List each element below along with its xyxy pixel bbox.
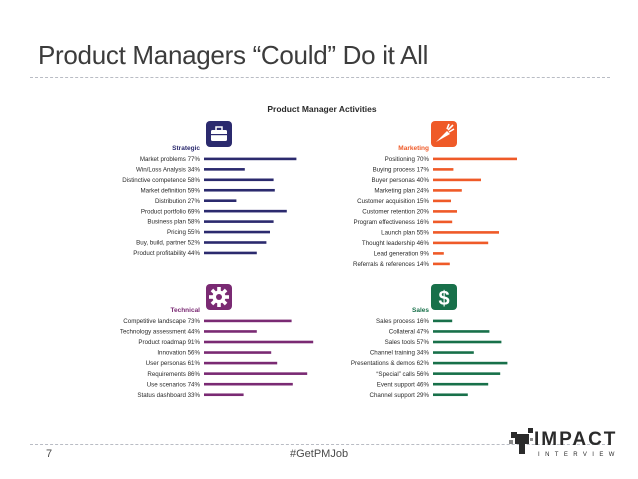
bar-label-marketing-9: Lead generation 9% bbox=[374, 251, 430, 258]
bar-sales-6 bbox=[433, 382, 489, 386]
bar-label-marketing-1: Buying process 17% bbox=[373, 167, 430, 174]
bar-marketing-4 bbox=[433, 199, 451, 203]
category-label-marketing: Marketing bbox=[398, 145, 429, 152]
bar-technical-0 bbox=[204, 319, 292, 323]
bar-strategic-5 bbox=[204, 209, 287, 213]
bar-strategic-1 bbox=[204, 168, 245, 171]
bar-marketing-8 bbox=[433, 241, 489, 245]
bar-label-sales-3: Channel training 34% bbox=[370, 350, 430, 357]
bar-sales-3 bbox=[433, 351, 474, 354]
bar-technical-6 bbox=[204, 382, 293, 386]
bar-strategic-6 bbox=[204, 220, 274, 223]
bar-marketing-5 bbox=[433, 210, 457, 213]
carrot-icon bbox=[431, 121, 457, 147]
bar-marketing-10 bbox=[433, 262, 450, 266]
briefcase-icon bbox=[206, 121, 232, 147]
page-number: 7 bbox=[46, 448, 53, 460]
bar-label-strategic-7: Pricing 55% bbox=[167, 229, 201, 236]
bar-label-sales-7: Channel support 29% bbox=[369, 392, 429, 399]
bar-technical-5 bbox=[204, 372, 308, 375]
logo-word: IMPACT bbox=[534, 429, 618, 450]
title-divider bbox=[30, 77, 610, 78]
bar-marketing-2 bbox=[433, 178, 481, 182]
bar-marketing-9 bbox=[433, 252, 444, 255]
footer-hashtag: #GetPMJob bbox=[290, 448, 349, 460]
impact-interview-logo: IMPACT INTERVIEW bbox=[508, 426, 618, 466]
bar-label-technical-7: Status dashboard 33% bbox=[137, 392, 200, 399]
bar-strategic-4 bbox=[204, 199, 237, 202]
bar-marketing-0 bbox=[433, 157, 517, 161]
bar-sales-0 bbox=[433, 319, 453, 323]
slide-title: Product Managers “Could” Do it All bbox=[38, 40, 429, 70]
bar-label-strategic-2: Distinctive competence 58% bbox=[122, 177, 200, 184]
bar-technical-2 bbox=[204, 340, 314, 344]
bar-label-strategic-6: Business plan 58% bbox=[147, 219, 200, 226]
bar-label-marketing-6: Program effectiveness 16% bbox=[353, 219, 429, 226]
category-label-sales: Sales bbox=[412, 307, 429, 314]
bar-label-technical-5: Requirements 86% bbox=[147, 371, 200, 378]
bar-label-marketing-4: Customer acquisition 15% bbox=[357, 198, 429, 205]
bar-sales-2 bbox=[433, 340, 502, 344]
bar-marketing-3 bbox=[433, 189, 462, 192]
bar-sales-4 bbox=[433, 361, 508, 365]
bar-label-technical-3: Innovation 56% bbox=[157, 350, 200, 357]
logo-mark-icon bbox=[509, 428, 533, 454]
bar-label-strategic-1: Win/Loss Analysis 34% bbox=[136, 166, 200, 173]
bar-technical-1 bbox=[204, 330, 257, 333]
logo-subtitle: INTERVIEW bbox=[538, 452, 620, 458]
bar-technical-4 bbox=[204, 361, 278, 365]
bar-strategic-7 bbox=[204, 230, 270, 234]
bar-label-technical-2: Product roadmap 91% bbox=[138, 339, 200, 346]
category-label-technical: Technical bbox=[170, 307, 200, 314]
bar-label-technical-4: User personas 61% bbox=[146, 360, 201, 367]
bar-label-strategic-3: Market definition 59% bbox=[140, 187, 200, 194]
bar-label-technical-0: Competitive landscape 73% bbox=[123, 318, 200, 325]
bar-sales-7 bbox=[433, 393, 468, 397]
bar-label-marketing-0: Positioning 70% bbox=[385, 156, 430, 163]
bar-label-strategic-4: Distribution 27% bbox=[155, 198, 201, 205]
bar-label-sales-0: Sales process 16% bbox=[376, 318, 429, 325]
bar-marketing-7 bbox=[433, 231, 499, 234]
dollar-icon: $ bbox=[431, 284, 457, 310]
gear-icon bbox=[206, 284, 232, 310]
bar-label-marketing-8: Thought leadership 46% bbox=[362, 240, 430, 247]
bar-marketing-1 bbox=[433, 168, 454, 171]
bar-strategic-8 bbox=[204, 241, 267, 244]
bar-marketing-6 bbox=[433, 220, 453, 224]
bar-label-sales-6: Event support 46% bbox=[377, 381, 430, 388]
bar-strategic-2 bbox=[204, 178, 274, 182]
bar-label-marketing-2: Buyer personas 40% bbox=[372, 177, 430, 184]
category-label-strategic: Strategic bbox=[172, 145, 200, 152]
bar-label-technical-1: Technology assessment 44% bbox=[120, 329, 201, 336]
bar-label-sales-2: Sales tools 57% bbox=[385, 339, 430, 346]
bar-label-strategic-9: Product profitability 44% bbox=[133, 250, 200, 257]
bar-label-sales-5: “Special” calls 56% bbox=[376, 371, 429, 378]
bar-technical-7 bbox=[204, 393, 244, 397]
bar-label-marketing-3: Marketing plan 24% bbox=[374, 188, 429, 195]
bar-sales-5 bbox=[433, 372, 501, 375]
bar-label-marketing-10: Referrals & references 14% bbox=[353, 261, 430, 268]
bar-sales-1 bbox=[433, 330, 490, 333]
bar-strategic-0 bbox=[204, 157, 297, 161]
bar-label-strategic-8: Buy, build, partner 52% bbox=[136, 240, 200, 247]
bar-label-technical-6: Use scenarios 74% bbox=[147, 381, 201, 388]
svg-text:$: $ bbox=[438, 288, 449, 310]
bar-technical-3 bbox=[204, 351, 272, 354]
bar-label-strategic-5: Product portfolio 69% bbox=[141, 208, 201, 215]
footer-divider bbox=[30, 444, 610, 445]
bar-label-strategic-0: Market problems 77% bbox=[140, 156, 201, 163]
bar-strategic-9 bbox=[204, 251, 257, 255]
bar-label-marketing-7: Launch plan 55% bbox=[381, 230, 429, 237]
bar-label-sales-1: Collateral 47% bbox=[389, 329, 430, 336]
bar-label-marketing-5: Customer retention 20% bbox=[362, 209, 429, 216]
bar-label-sales-4: Presentations & demos 62% bbox=[351, 360, 430, 367]
chart-title: Product Manager Activities bbox=[267, 104, 377, 114]
bar-strategic-3 bbox=[204, 188, 275, 192]
